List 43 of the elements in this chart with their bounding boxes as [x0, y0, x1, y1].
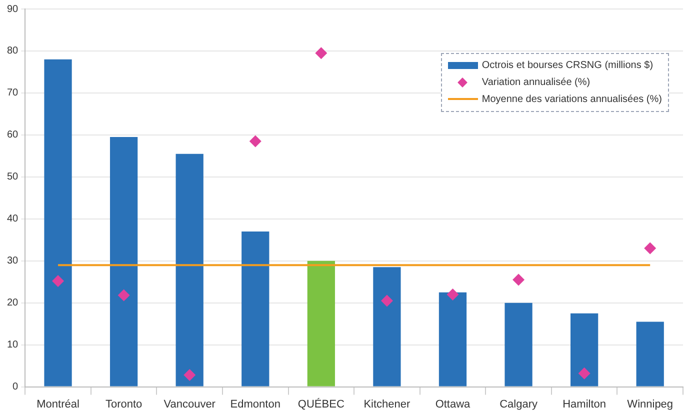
- y-tick-label: 80: [7, 46, 19, 57]
- x-tick-label: QUÉBEC: [298, 397, 344, 410]
- y-tick-label: 30: [7, 256, 19, 267]
- x-tick-label: Ottawa: [435, 398, 472, 410]
- x-tick-label: Toronto: [105, 398, 142, 410]
- point: [380, 294, 393, 307]
- bar: [504, 302, 532, 386]
- y-tick-label: 70: [7, 88, 19, 99]
- x-tick-label: Hamilton: [562, 398, 606, 410]
- point: [512, 274, 525, 286]
- bar: [636, 322, 664, 386]
- point: [249, 135, 262, 148]
- legend-label: Moyenne des variations annualisées (%): [482, 93, 662, 107]
- y-tick-label: 50: [7, 172, 19, 183]
- x-tick-label: Calgary: [500, 398, 538, 410]
- bar: [44, 59, 72, 386]
- bar: [110, 137, 138, 386]
- x-tick-label: Montréal: [36, 398, 80, 410]
- y-tick-label: 10: [7, 340, 19, 351]
- y-tick-label: 0: [12, 382, 19, 393]
- point: [184, 369, 196, 382]
- point: [578, 367, 590, 380]
- bar: [176, 154, 204, 386]
- x-tick-label: Vancouver: [164, 398, 216, 410]
- x-tick-label: Edmonton: [230, 398, 280, 410]
- point: [52, 275, 64, 288]
- point: [446, 288, 459, 300]
- point: [644, 242, 656, 254]
- y-tick-label: 20: [7, 298, 19, 309]
- y-tick-label: 40: [7, 214, 19, 225]
- y-tick-label: 60: [7, 130, 19, 141]
- legend-label: Variation annualisée (%): [482, 76, 590, 90]
- bar: [373, 267, 401, 386]
- x-tick-label: Kitchener: [364, 398, 411, 410]
- bar: [570, 313, 598, 386]
- y-tick-label: 90: [7, 4, 19, 15]
- bar: [307, 260, 335, 386]
- x-tick-label: Winnipeg: [627, 398, 674, 410]
- point: [315, 47, 328, 60]
- bar: [242, 231, 270, 386]
- legend-label: Octrois et bourses CRSNG (millions $): [482, 59, 654, 73]
- bar: [438, 292, 467, 386]
- point: [118, 289, 130, 302]
